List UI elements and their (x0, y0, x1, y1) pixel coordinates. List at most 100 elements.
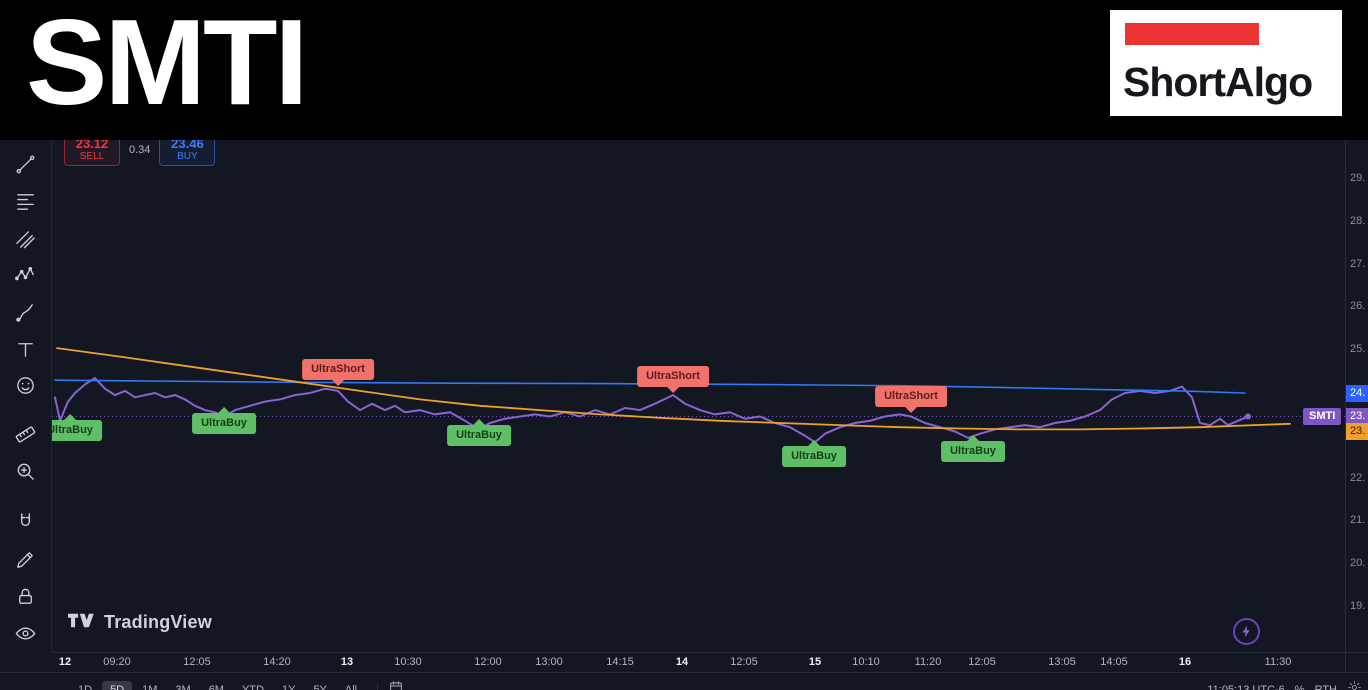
range-3m[interactable]: 3M (175, 683, 191, 690)
logo-text: ShortAlgo (1123, 59, 1313, 105)
signal-ultrabuy: UltraBuy (52, 414, 102, 441)
range-6m[interactable]: 6M (208, 683, 224, 690)
signal-ultrabuy: UltraBuy (782, 440, 846, 467)
price-value-label: 23. (1346, 408, 1368, 426)
header: SMTI ShortAlgo (0, 0, 1368, 140)
series-ma-orange (56, 347, 1291, 431)
time-tick: 09:20 (103, 656, 131, 668)
magnet-icon[interactable] (7, 504, 45, 541)
time-tick: 12:00 (474, 656, 502, 668)
time-tick: 11:30 (1264, 656, 1292, 668)
percent-scale-toggle[interactable]: % (1294, 683, 1305, 690)
range-5d[interactable]: 5D (102, 680, 133, 690)
range-ytd[interactable]: YTD (241, 683, 264, 690)
range-1d[interactable]: 1D (78, 683, 93, 690)
text-icon[interactable] (7, 331, 45, 368)
price-axis[interactable]: 29.28.27.26.25.24.23.22.21.20.19.24.23.2… (1345, 140, 1368, 652)
ruler-icon[interactable] (7, 416, 45, 453)
price-tick: 25. (1350, 343, 1366, 356)
price-tick: 21. (1350, 514, 1366, 527)
price-value-label: 23. (1346, 423, 1368, 441)
range-switcher: 1D 5D 1M 3M 6M YTD 1Y 5Y All (70, 680, 367, 690)
time-tick: 13:00 (535, 656, 563, 668)
time-tick: 12 (58, 656, 72, 668)
chart-area[interactable]: UltraBuy UltraBuy UltraShort UltraBuy UltraS… (52, 140, 1345, 652)
sell-button[interactable]: 23.12 SELL (64, 140, 120, 166)
last-price-dot (1245, 413, 1251, 420)
trend-line-icon[interactable] (7, 146, 45, 183)
series-ma-blue (54, 379, 1246, 394)
pencil-icon[interactable] (7, 541, 45, 578)
signal-ultrabuy: UltraBuy (192, 407, 256, 434)
time-tick: 10:30 (394, 656, 422, 668)
price-tick: 27. (1350, 257, 1366, 270)
tradingview-watermark: TradingView (68, 612, 212, 633)
sell-label: SELL (79, 151, 105, 162)
buy-button[interactable]: 23.46 BUY (159, 140, 216, 166)
shortalgo-logo: ShortAlgo (1110, 10, 1342, 116)
session-toggle[interactable]: RTH (1314, 683, 1337, 690)
chart-canvas (52, 347, 1345, 444)
series-price (54, 377, 1249, 444)
zoom-icon[interactable] (7, 453, 45, 490)
sell-price: 23.12 (75, 140, 109, 151)
emoji-icon[interactable] (7, 368, 45, 405)
time-tick: 12:05 (968, 656, 996, 668)
brush-icon[interactable] (7, 294, 45, 331)
signal-ultrabuy: UltraBuy (447, 419, 511, 446)
pattern-icon[interactable] (7, 257, 45, 294)
time-tick: 14:15 (606, 656, 634, 668)
price-tick: 28. (1350, 214, 1366, 227)
time-tick: 12:05 (183, 656, 211, 668)
time-tick: 11:20 (914, 656, 942, 668)
signal-ultrashort: UltraShort (302, 359, 374, 386)
symbol-tag: SMTI (1303, 408, 1342, 426)
time-tick: 15 (808, 656, 822, 668)
gear-icon[interactable] (1347, 680, 1362, 690)
time-axis[interactable]: 12 09:20 12:05 14:20 13 10:30 12:00 13:00 14:15 1… (52, 652, 1345, 672)
time-tick: 13 (340, 656, 354, 668)
bottom-toolbar: 1D 5D 1M 3M 6M YTD 1Y 5Y All 11:05:13 UTC-6 % RT… (0, 672, 1368, 690)
clock-label[interactable]: 11:05:13 UTC-6 (1207, 683, 1285, 690)
lightning-button[interactable] (1233, 618, 1260, 645)
calendar-icon[interactable] (388, 679, 404, 690)
time-tick: 14:20 (263, 656, 291, 668)
tradingview-logo-icon (68, 613, 95, 633)
range-1y[interactable]: 1Y (281, 683, 296, 690)
price-tick: 26. (1350, 300, 1366, 313)
time-tick: 14:05 (1100, 656, 1128, 668)
eye-icon[interactable] (7, 615, 45, 652)
logo-red-bar (1125, 23, 1259, 45)
signal-ultrashort: UltraShort (875, 386, 947, 413)
divider (377, 682, 379, 690)
lock-icon[interactable] (7, 578, 45, 615)
time-tick: 16 (1178, 656, 1192, 668)
axis-corner (1345, 652, 1368, 672)
fib-lines-icon[interactable] (7, 183, 45, 220)
range-all[interactable]: All (344, 683, 358, 690)
time-tick: 10:10 (852, 656, 880, 668)
bottom-bar-right: 11:05:13 UTC-6 % RTH (1207, 680, 1362, 690)
pitchfork-icon[interactable] (7, 220, 45, 257)
order-panel: 23.12 SELL 0.34 23.46 BUY (64, 140, 216, 166)
time-tick: 13:05 (1048, 656, 1076, 668)
range-1m[interactable]: 1M (142, 683, 158, 690)
price-tick: 22. (1350, 471, 1366, 484)
drawing-toolbar (0, 140, 52, 652)
range-5y[interactable]: 5Y (313, 683, 327, 690)
lightning-icon (1242, 625, 1250, 638)
time-tick: 14 (675, 656, 689, 668)
spread-value: 0.34 (129, 143, 151, 156)
price-tick: 29. (1350, 172, 1366, 184)
price-value-label: 24. (1346, 384, 1368, 402)
price-tick: 19. (1350, 600, 1366, 612)
ticker-title: SMTI (26, 0, 308, 130)
signal-ultrashort: UltraShort (637, 366, 709, 393)
buy-label: BUY (177, 151, 198, 162)
buy-price: 23.46 (171, 140, 204, 151)
price-tick: 20. (1350, 557, 1366, 570)
time-tick: 12:05 (730, 656, 758, 668)
signal-ultrabuy: UltraBuy (941, 435, 1005, 462)
watermark-text: TradingView (104, 612, 212, 632)
